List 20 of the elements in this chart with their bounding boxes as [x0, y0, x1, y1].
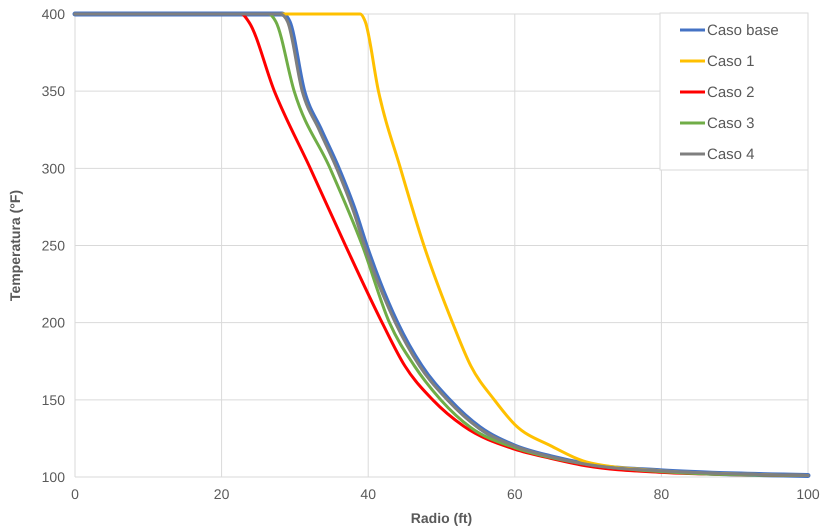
x-tick-label: 40: [360, 486, 376, 502]
x-tick-label: 20: [214, 486, 230, 502]
legend-label: Caso 1: [707, 53, 755, 70]
legend-label: Caso base: [707, 22, 779, 39]
x-tick-label: 0: [71, 486, 80, 502]
legend-label: Caso 4: [707, 146, 755, 163]
y-axis-title: Temperatura (°F): [7, 190, 23, 302]
y-tick-label: 350: [42, 83, 66, 100]
y-tick-label: 300: [42, 160, 66, 176]
y-tick-label: 150: [42, 392, 66, 408]
y-tick-label: 400: [42, 6, 66, 22]
x-tick-label: 100: [796, 486, 820, 502]
legend-label: Caso 3: [707, 115, 755, 132]
y-tick-label: 100: [42, 469, 66, 485]
x-tick-label: 60: [507, 486, 523, 502]
x-tick-label: 80: [654, 486, 670, 502]
legend-label: Caso 2: [707, 84, 755, 101]
x-axis-title: Radio (ft): [410, 510, 472, 526]
y-tick-label: 200: [42, 314, 66, 331]
y-tick-label: 250: [42, 238, 66, 254]
